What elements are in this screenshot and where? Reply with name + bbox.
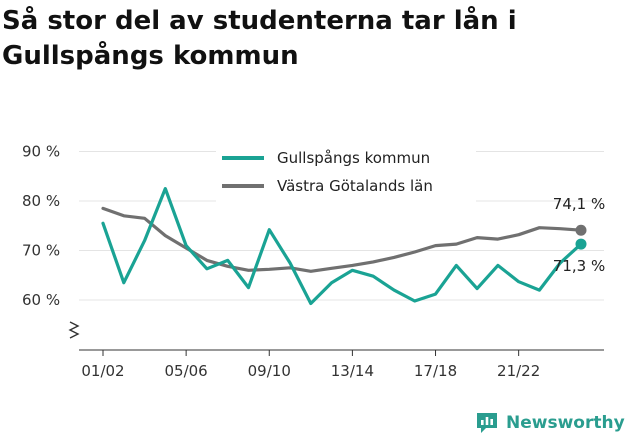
y-tick-label: 90 %: [22, 143, 60, 161]
end-point: [575, 238, 587, 250]
series-lines: [101, 187, 587, 306]
end-point: [575, 224, 587, 236]
x-tick-label: 13/14: [331, 362, 374, 380]
legend-background: [216, 144, 476, 204]
chart-title: Så stor del av studenterna tar lån i Gul…: [2, 6, 517, 71]
x-tick-label: 17/18: [414, 362, 457, 380]
y-axis-tick-labels: 60 % 70 % 80 % 90 %: [22, 143, 60, 310]
x-tick-label: 01/02: [81, 362, 124, 380]
axes: [68, 321, 604, 356]
x-tick-label: 09/10: [248, 362, 291, 380]
x-axis-tick-labels: 01/02 05/06 09/10 13/14 17/18 21/22: [81, 362, 540, 380]
legend-label: Gullspångs kommun: [277, 149, 430, 167]
legend: Gullspångs kommun Västra Götalands län: [216, 144, 476, 204]
series-line: [101, 206, 583, 273]
legend-label: Västra Götalands län: [277, 177, 433, 195]
y-tick-label: 70 %: [22, 242, 60, 260]
end-label: 74,1 %: [553, 195, 605, 213]
y-tick-label: 80 %: [22, 192, 60, 210]
y-tick-label: 60 %: [22, 291, 60, 309]
end-labels: 74,1 % 71,3 %: [553, 195, 605, 275]
x-tick-label: 05/06: [165, 362, 208, 380]
x-tick-label: 21/22: [497, 362, 540, 380]
brand-name: Newsworthy: [506, 413, 625, 433]
axis-break-icon: [68, 321, 80, 339]
brand-logo: Newsworthy: [474, 408, 625, 438]
newsworthy-logo-icon: [477, 413, 497, 433]
end-label: 71,3 %: [553, 257, 605, 275]
series-line: [101, 187, 583, 306]
